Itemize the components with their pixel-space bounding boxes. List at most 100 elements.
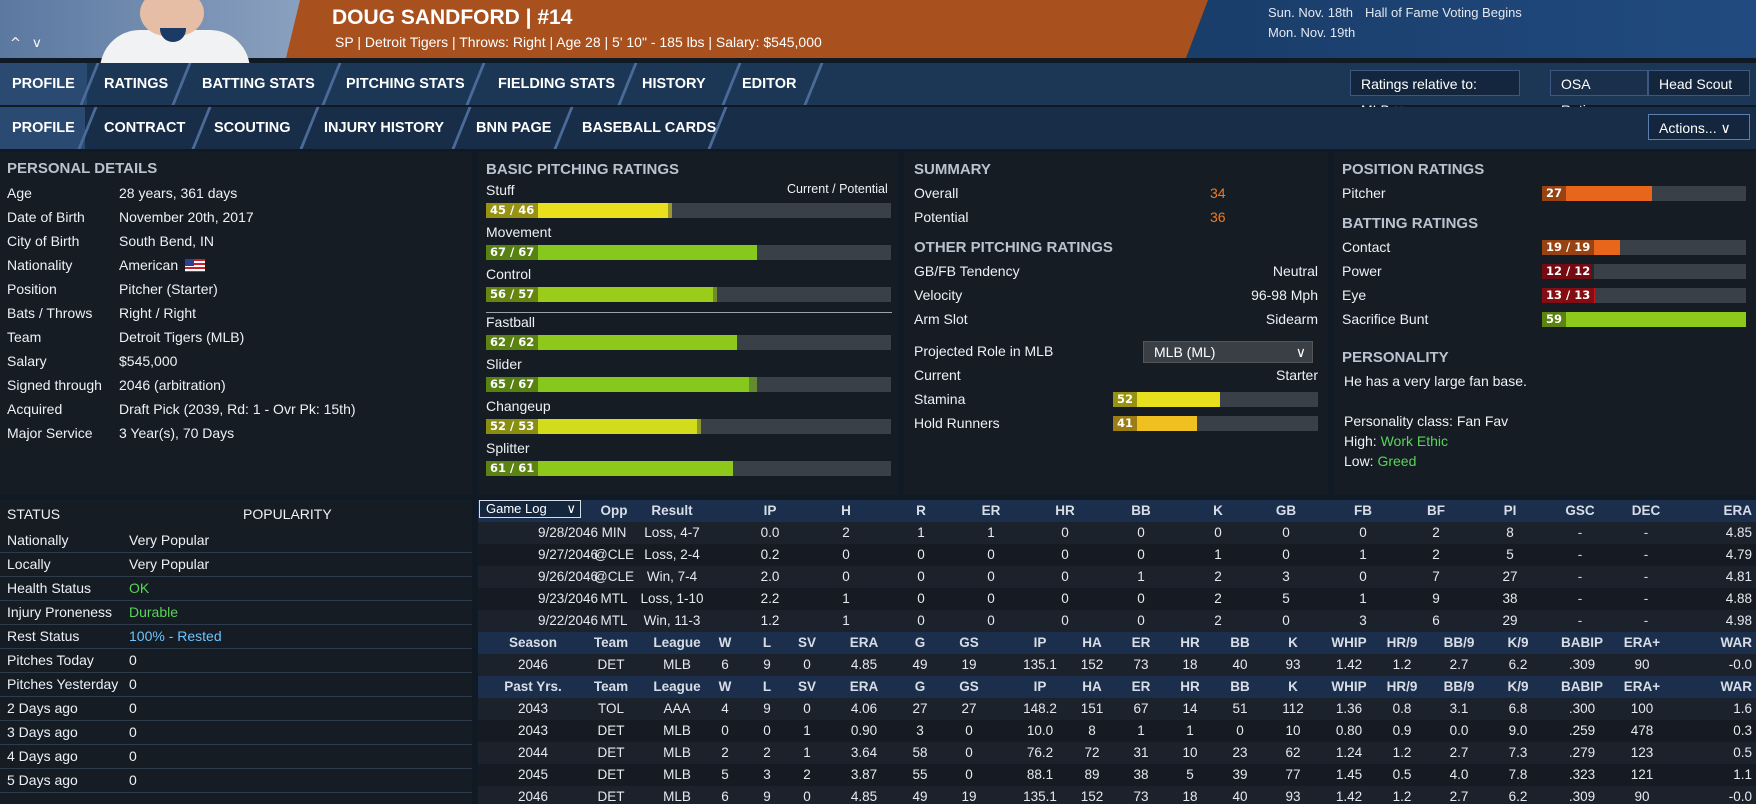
status-value: 0 bbox=[129, 652, 137, 668]
pitch-rating-bar: 52 / 53 bbox=[486, 419, 891, 434]
past-cell: .300 bbox=[1568, 701, 1596, 716]
gamelog-date: 9/22/2046 bbox=[537, 613, 598, 628]
past-header: W bbox=[718, 679, 732, 694]
pitch-rating-bar: 62 / 62 bbox=[486, 335, 891, 350]
actions-dropdown[interactable]: Actions... ∨ bbox=[1648, 114, 1750, 140]
past-row[interactable] bbox=[478, 698, 1756, 720]
past-cell: 3.1 bbox=[1449, 701, 1469, 716]
past-cell: 3.64 bbox=[850, 745, 878, 760]
status-value: Durable bbox=[129, 604, 179, 620]
gamelog-cell: 2.0 bbox=[760, 569, 780, 584]
gamelog-cell: 0 bbox=[987, 569, 995, 584]
subtab-baseball-cards[interactable]: BASEBALL CARDS bbox=[582, 120, 717, 136]
pitch-rating-bar: 65 / 67 bbox=[486, 377, 891, 392]
gamelog-cell: - bbox=[1577, 613, 1583, 628]
season-header: ERA+ bbox=[1623, 635, 1661, 650]
gamelog-cell: 1 bbox=[1137, 569, 1145, 584]
tab-ratings[interactable]: RATINGS bbox=[104, 76, 169, 92]
subtab-bnn-page[interactable]: BNN PAGE bbox=[476, 120, 552, 136]
gamelog-header-row bbox=[478, 500, 1756, 522]
past-header: WHIP bbox=[1331, 679, 1367, 694]
past-cell: 0.0 bbox=[1449, 723, 1469, 738]
past-cell: 112 bbox=[1282, 701, 1304, 716]
gamelog-date: 9/27/2046 bbox=[537, 547, 598, 562]
past-row[interactable] bbox=[478, 786, 1756, 804]
gamelog-cell: 1 bbox=[1359, 547, 1367, 562]
gamelog-header: GSC bbox=[1565, 503, 1595, 518]
tab-batting-stats[interactable]: BATTING STATS bbox=[202, 76, 315, 92]
gamelog-cell: - bbox=[1643, 569, 1649, 584]
tab-pitching-stats[interactable]: PITCHING STATS bbox=[346, 76, 465, 92]
velocity-label: Velocity bbox=[914, 287, 963, 303]
gamelog-row[interactable] bbox=[478, 588, 1756, 610]
past-cell: 49 bbox=[912, 789, 928, 804]
personal-value: Right / Right bbox=[119, 305, 197, 321]
season-cell: 73 bbox=[1133, 657, 1149, 672]
personal-label: Major Service bbox=[7, 425, 93, 441]
gamelog-cell: 2 bbox=[1214, 613, 1222, 628]
status-value: 0 bbox=[129, 772, 137, 788]
subtab-scouting[interactable]: SCOUTING bbox=[214, 120, 291, 136]
gamelog-cell: MTL bbox=[600, 613, 628, 628]
past-cell: 55 bbox=[912, 767, 928, 782]
ratings-relative-dropdown[interactable]: Ratings relative to: MLB ∨ bbox=[1350, 70, 1520, 118]
past-row[interactable] bbox=[478, 742, 1756, 764]
status-value: OK bbox=[129, 580, 150, 596]
tab-editor[interactable]: EDITOR bbox=[742, 76, 797, 92]
batting-ratings-title: BATTING RATINGS bbox=[1342, 215, 1479, 232]
past-cell: 0.5 bbox=[1733, 745, 1752, 760]
subtab-injury-history[interactable]: INJURY HISTORY bbox=[324, 120, 445, 136]
past-cell: 1 bbox=[1137, 723, 1145, 738]
status-divider bbox=[0, 696, 472, 697]
tab-profile[interactable]: PROFILE bbox=[0, 63, 87, 105]
pitching-col-label: Current / Potential bbox=[787, 182, 888, 196]
gamelog-row[interactable] bbox=[478, 566, 1756, 588]
season-header: ERA bbox=[849, 635, 879, 650]
gamelog-cell: 1 bbox=[1359, 591, 1367, 606]
past-cell: AAA bbox=[663, 701, 691, 716]
past-cell: 0 bbox=[965, 723, 973, 738]
tab-history[interactable]: HISTORY bbox=[642, 76, 706, 92]
past-cell: 100 bbox=[1630, 701, 1654, 716]
projected-role-dropdown[interactable]: MLB (ML) ∨ bbox=[1143, 341, 1313, 363]
past-cell: 18 bbox=[1182, 789, 1198, 804]
past-row[interactable] bbox=[478, 720, 1756, 742]
past-cell: DET bbox=[597, 767, 625, 782]
gamelog-cell: 0 bbox=[987, 547, 995, 562]
personal-value: Pitcher (Starter) bbox=[119, 281, 218, 297]
gamelog-cell: Win, 11-3 bbox=[643, 613, 701, 628]
gbfb-label: GB/FB Tendency bbox=[914, 263, 1020, 279]
gamelog-cell: 0 bbox=[1282, 613, 1290, 628]
past-row[interactable] bbox=[478, 764, 1756, 786]
gamelog-header: BB bbox=[1131, 503, 1151, 518]
past-cell: 0 bbox=[763, 723, 771, 738]
batting-rating-fill bbox=[1542, 288, 1596, 303]
subtab-profile[interactable]: PROFILE bbox=[0, 107, 85, 149]
gamelog-select[interactable]: Game Log ∨ bbox=[479, 500, 581, 518]
season-row[interactable] bbox=[478, 654, 1756, 676]
status-title: STATUS bbox=[7, 506, 61, 522]
status-label: Injury Proneness bbox=[7, 604, 113, 620]
gamelog-row[interactable] bbox=[478, 610, 1756, 632]
pitch-rating-name: Stuff bbox=[486, 182, 515, 198]
gamelog-header: R bbox=[916, 503, 926, 518]
gamelog-row[interactable] bbox=[478, 522, 1756, 544]
osa-ratings-button[interactable]: OSA Ratings bbox=[1550, 70, 1648, 118]
past-cell: DET bbox=[597, 723, 625, 738]
past-header: K/9 bbox=[1507, 679, 1529, 694]
gamelog-row[interactable] bbox=[478, 544, 1756, 566]
season-header: IP bbox=[1033, 635, 1047, 650]
subtab-contract[interactable]: CONTRACT bbox=[104, 120, 186, 136]
season-header: G bbox=[914, 635, 926, 650]
other-ratings-title: OTHER PITCHING RATINGS bbox=[914, 239, 1113, 256]
personal-label: City of Birth bbox=[7, 233, 80, 249]
personal-label: Bats / Throws bbox=[7, 305, 93, 321]
batting-rating-value: 12 / 12 bbox=[1542, 264, 1595, 279]
past-cell: 14 bbox=[1182, 701, 1198, 716]
gamelog-cell: 2 bbox=[1214, 569, 1222, 584]
tab-fielding-stats[interactable]: FIELDING STATS bbox=[498, 76, 616, 92]
personal-details-panel bbox=[0, 152, 472, 495]
head-scout-button[interactable]: Head Scout bbox=[1648, 70, 1750, 96]
player-nav-arrows[interactable]: ^ v bbox=[10, 36, 45, 51]
past-cell: .259 bbox=[1568, 723, 1596, 738]
